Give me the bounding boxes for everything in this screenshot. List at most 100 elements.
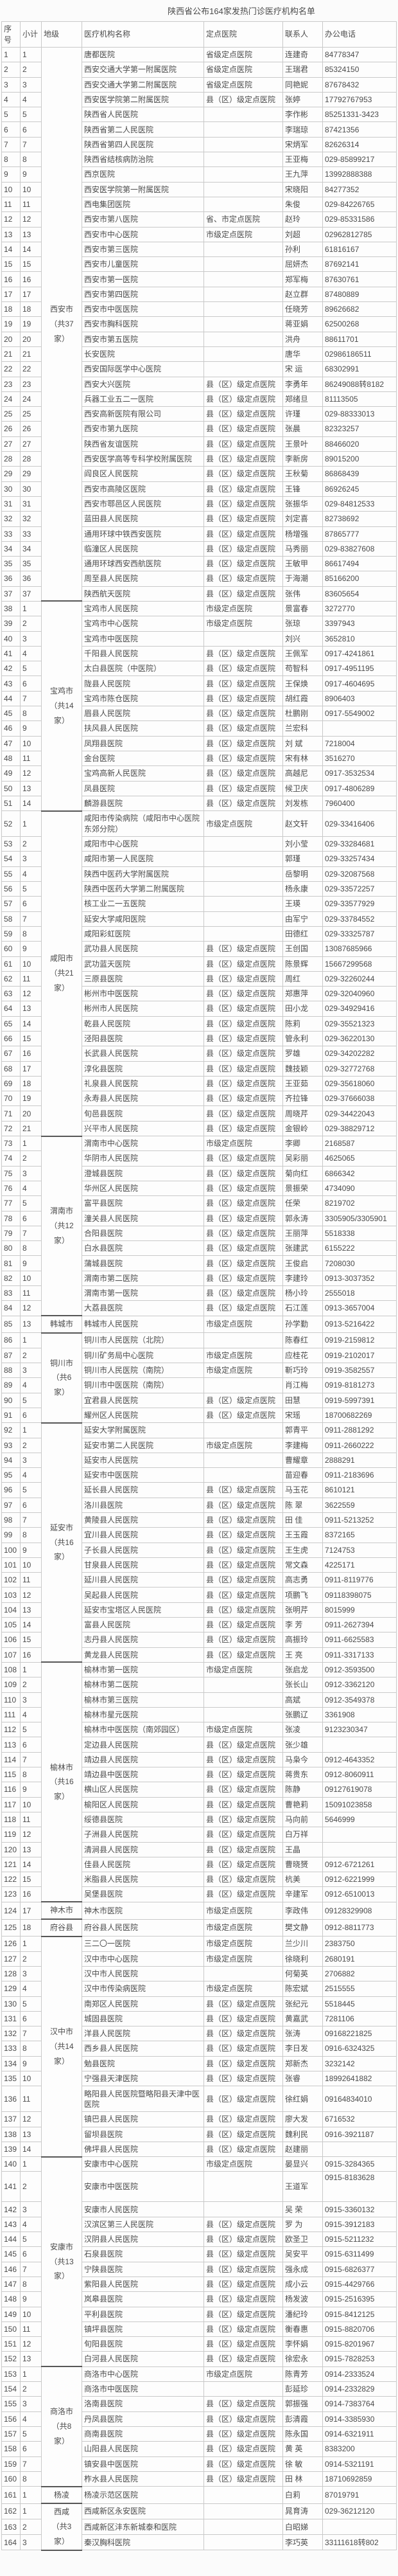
cell-no: 25 xyxy=(1,406,21,422)
cell-subtotal: 14 xyxy=(20,1015,42,1032)
cell-phone: 85251331-3423 xyxy=(322,107,397,123)
cell-designation: 县（区）级定点医院 xyxy=(203,750,283,767)
cell-designation xyxy=(203,2534,283,2551)
cell-no: 93 xyxy=(1,1437,21,1453)
cell-contact: 宋 运 xyxy=(282,361,323,377)
cell-contact: 陈莉 xyxy=(282,1015,323,1032)
cell-designation: 县（区）级定点医院 xyxy=(203,1060,283,1077)
cell-phone: 8906403 xyxy=(322,690,397,707)
cell-no: 51 xyxy=(1,795,21,812)
cell-hospital-name: 子长县人民医院 xyxy=(82,1542,204,1558)
cell-hospital-name: 西京医院 xyxy=(82,166,204,183)
cell-contact: 石江莲 xyxy=(282,1300,323,1316)
cell-hospital-name: 长武县人民医院 xyxy=(82,1046,204,1062)
cell-no: 59 xyxy=(1,926,21,942)
cell-designation: 县（区）级定点医院 xyxy=(203,1497,283,1514)
cell-subtotal: 1 xyxy=(20,1661,42,1678)
cell-contact: 赵立群 xyxy=(282,286,323,303)
cell-hospital-name: 延安大学咸阳医院 xyxy=(82,911,204,927)
cell-hospital-name: 米脂县人民医院 xyxy=(82,1872,204,1888)
cell-hospital-name: 安康市中心医院 xyxy=(82,2156,204,2172)
cell-contact: 宋有林 xyxy=(282,750,323,767)
cell-no: 83 xyxy=(1,1285,21,1301)
cell-phone: 85324150 xyxy=(322,62,397,78)
table-row: 21 21 长安医院 唐华 02986186511 xyxy=(1,346,397,362)
cell-contact: 王 亮 xyxy=(282,1647,323,1663)
cell-hospital-name: 榆林市中医医院（南郊园区） xyxy=(82,1722,204,1738)
cell-contact: 李政伟 xyxy=(282,1901,323,1920)
cell-subtotal: 1 xyxy=(20,2156,42,2172)
cell-contact: 晏显兴 xyxy=(282,2156,323,2172)
cell-designation: 县（区）级定点医院 xyxy=(203,645,283,662)
cell-no: 141 xyxy=(1,2171,21,2203)
cell-phone: 3516270 xyxy=(322,750,397,767)
cell-hospital-name: 延长县人民医院 xyxy=(82,1482,204,1498)
cell-designation: 市级定点医院 xyxy=(203,600,283,617)
cell-no: 85 xyxy=(1,1315,21,1334)
cell-contact: 高斌 xyxy=(282,1692,323,1708)
table-row: 114 7 靖边县人民医院 县（区）级定点医院 马枭今 0912-4643352 xyxy=(1,1751,397,1768)
cell-phone: 84277352 xyxy=(322,181,397,197)
cell-phone: 029-33284681 xyxy=(322,836,397,852)
cell-designation: 县（区）级定点医院 xyxy=(203,720,283,737)
cell-no: 4 xyxy=(1,91,21,108)
cell-contact: 白昭娣 xyxy=(282,2519,323,2536)
cell-no: 108 xyxy=(1,1661,21,1678)
cell-designation: 县（区）级定点医院 xyxy=(203,1150,283,1167)
cell-hospital-name: 绥德县医院 xyxy=(82,1811,204,1828)
cell-no: 160 xyxy=(1,2471,21,2487)
cell-phone: 09118398075 xyxy=(322,1587,397,1603)
cell-no: 88 xyxy=(1,1363,21,1379)
table-row: 130 5 南郑区人民医院 县（区）级定点医院 张纪元 5518445 xyxy=(1,1996,397,2012)
cell-hospital-name: 西安国际医学中心医院 xyxy=(82,361,204,377)
cell-no: 163 xyxy=(1,2519,21,2536)
cell-designation: 市级定点医院 xyxy=(203,1981,283,1997)
cell-phone: 6155222 xyxy=(322,1240,397,1257)
cell-contact: 高振玲 xyxy=(282,1632,323,1648)
cell-phone: 86617494 xyxy=(322,556,397,572)
cell-subtotal: 18 xyxy=(20,301,42,318)
cell-contact: 杨增强 xyxy=(282,526,323,542)
cell-designation: 县（区）级定点医院 xyxy=(203,571,283,587)
table-row: 82 10 渭南市第二医院 县（区）级定点医院 李建玲 0913-3037352 xyxy=(1,1270,397,1287)
table-row: 23 23 西安大兴医院 县（区）级定点医院 李勇年 86249088转8182 xyxy=(1,376,397,392)
cell-region: 杨凌 xyxy=(41,2486,82,2505)
table-row: 72 21 兴平市人民医院 县（区）级定点医院 金银岭 029-38829712 xyxy=(1,1120,397,1137)
cell-hospital-name: 淳化县医院 xyxy=(82,1060,204,1077)
cell-subtotal: 5 xyxy=(20,2232,42,2248)
cell-hospital-name: 紫阳县人民医院 xyxy=(82,2276,204,2293)
cell-hospital-name: 清涧县人民医院 xyxy=(82,1841,204,1857)
header-contact: 联系人 xyxy=(282,21,323,48)
cell-hospital-name: 西安市第八医院 xyxy=(82,211,204,228)
cell-phone: 029-85331586 xyxy=(322,211,397,228)
cell-subtotal: 6 xyxy=(20,675,42,692)
cell-phone: 5518445 xyxy=(322,1996,397,2012)
cell-phone: 13087685966 xyxy=(322,941,397,957)
cell-designation: 县（区）级定点医院 xyxy=(203,2441,283,2457)
table-row: 124 17 神木市 神木市医院 市级定点医院 李政伟 09128329908 xyxy=(1,1901,397,1920)
cell-designation: 县（区）级定点医院 xyxy=(203,1180,283,1197)
cell-subtotal: 16 xyxy=(20,1886,42,1902)
cell-designation: 县（区）级定点医院 xyxy=(203,1841,283,1857)
cell-designation xyxy=(203,301,283,318)
cell-contact: 马秀丽 xyxy=(282,541,323,557)
cell-no: 146 xyxy=(1,2261,21,2277)
cell-hospital-name: 陇县人民医院 xyxy=(82,675,204,692)
cell-phone xyxy=(322,720,397,737)
cell-designation: 县（区）级定点医院 xyxy=(203,795,283,812)
cell-no: 23 xyxy=(1,376,21,392)
cell-designation xyxy=(203,2171,283,2203)
header-phone: 办公电话 xyxy=(322,21,397,48)
cell-designation: 县（区）级定点医院 xyxy=(203,1542,283,1558)
cell-hospital-name: 汉阴县人民医院 xyxy=(82,2232,204,2248)
cell-designation: 县（区）级定点医院 xyxy=(203,1647,283,1663)
cell-designation: 市级定点医院 xyxy=(203,616,283,632)
cell-phone: 2706882 xyxy=(322,1965,397,1982)
cell-phone: 0919-8181273 xyxy=(322,1377,397,1393)
cell-subtotal: 6 xyxy=(20,121,42,138)
cell-no: 156 xyxy=(1,2411,21,2427)
cell-hospital-name: 西咸新区沣东新城泰和医院 xyxy=(82,2519,204,2536)
cell-subtotal: 7 xyxy=(20,1225,42,1242)
cell-designation: 县（区）级定点医院 xyxy=(203,706,283,722)
cell-hospital-name: 旬邑县医院 xyxy=(82,1105,204,1122)
